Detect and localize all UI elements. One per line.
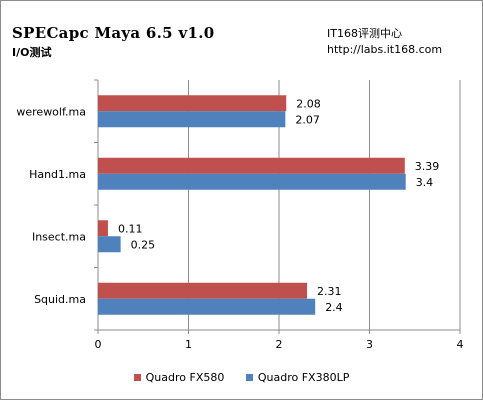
bar [98,282,308,299]
bar [98,157,405,174]
category-label: werewolf.ma [16,105,86,118]
data-label: 2.08 [296,97,321,110]
data-label: 2.07 [295,113,320,126]
data-label: 0.25 [131,238,156,251]
x-tick-label: 4 [457,338,464,351]
data-label: 0.11 [118,222,143,235]
legend-label-fx380lp: Quadro FX380LP [257,371,350,384]
x-tick-label: 3 [366,338,373,351]
category-label: Squid.ma [34,293,86,306]
data-label: 3.39 [415,160,440,173]
chart-legend: Quadro FX580 Quadro FX380LP [0,371,483,384]
legend-item-fx580: Quadro FX580 [133,371,225,384]
category-label: Insect.ma [32,230,86,243]
site-url: http://labs.it168.com [327,43,443,56]
data-label: 2.31 [317,285,342,298]
legend-swatch-fx380lp [245,374,253,381]
x-tick-label: 2 [276,338,283,351]
bar [98,173,406,190]
data-label: 3.4 [416,176,434,189]
data-label: 2.4 [325,301,343,314]
bar [98,95,287,112]
legend-label-fx580: Quadro FX580 [145,371,225,384]
bar [98,236,121,253]
chart-title: SPECapc Maya 6.5 v1.0 [12,24,215,42]
bar [98,111,286,128]
x-tick-label: 1 [185,338,192,351]
legend-swatch-fx580 [133,374,141,381]
chart-subtitle: I/O测试 [12,46,52,59]
site-name: IT168评测中心 [327,27,402,40]
bar [98,220,108,237]
x-tick-label: 0 [95,338,102,351]
legend-item-fx380lp: Quadro FX380LP [245,371,350,384]
bar [98,298,316,315]
category-label: Hand1.ma [29,168,86,181]
